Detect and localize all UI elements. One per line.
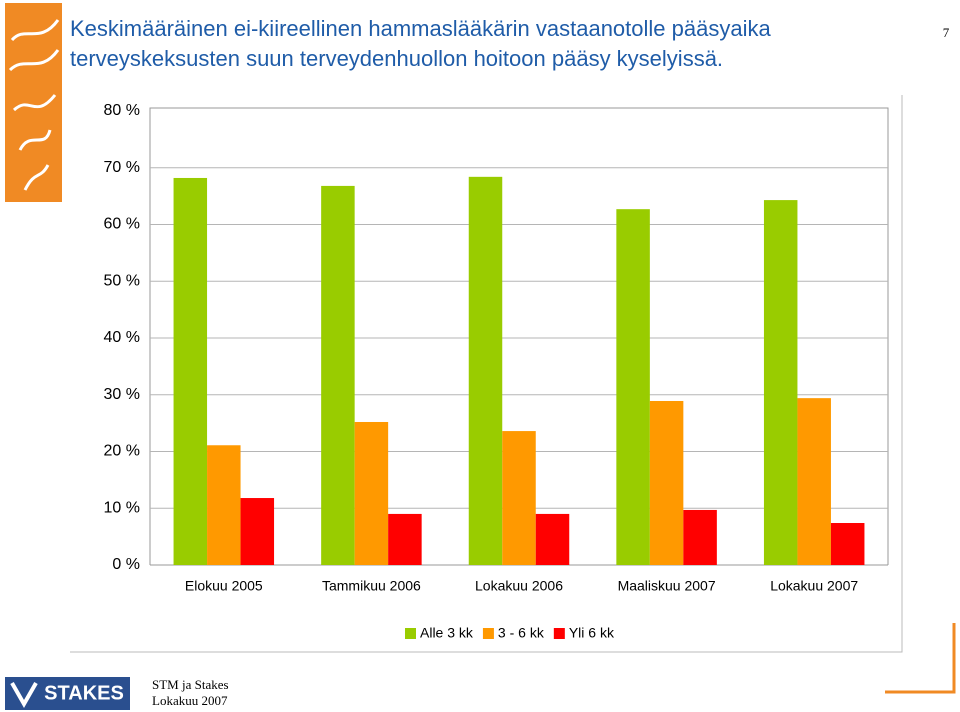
x-tick-label: Maaliskuu 2007 — [618, 578, 716, 594]
title-line: terveyskeksusten suun terveydenhuollon h… — [70, 46, 723, 71]
y-tick-label: 20 % — [104, 443, 140, 460]
chart-frame — [70, 95, 903, 653]
bar — [354, 421, 389, 565]
y-tick-label: 50 % — [104, 272, 140, 289]
bar — [502, 431, 536, 565]
corner-decoration — [885, 623, 956, 694]
bar — [173, 177, 208, 565]
bar — [468, 176, 503, 565]
bar — [616, 209, 650, 566]
y-tick-label: 60 % — [104, 216, 140, 233]
page-number: 7 — [943, 25, 950, 40]
x-tick-label: Tammikuu 2006 — [322, 578, 421, 594]
footer-line: Lokakuu 2007 — [152, 693, 228, 708]
y-tick-label: 40 % — [104, 329, 140, 346]
bar — [240, 498, 275, 565]
footer-line: STM ja Stakes — [152, 677, 229, 692]
y-tick-label: 80 % — [104, 102, 140, 119]
x-tick-label: Elokuu 2005 — [185, 578, 263, 594]
legend-swatch — [482, 628, 494, 639]
x-tick-label: Lokakuu 2006 — [475, 578, 563, 594]
bar — [207, 445, 241, 565]
corner-logo — [5, 3, 62, 202]
y-tick-label: 10 % — [104, 499, 140, 516]
x-tick-label: Lokakuu 2007 — [770, 578, 858, 594]
bar — [535, 513, 570, 565]
y-tick-label: 0 % — [112, 556, 140, 573]
footer-logo: STAKES — [5, 677, 130, 710]
legend-label: 3 - 6 kk — [498, 625, 545, 641]
legend-swatch — [405, 628, 416, 639]
bar — [649, 400, 684, 565]
bar — [830, 523, 865, 565]
plot-frame — [149, 107, 889, 565]
bar — [797, 398, 831, 565]
title-line: Keskimääräinen ei-kiireellinen hammaslää… — [70, 16, 771, 41]
legend-label: Alle 3 kk — [420, 625, 474, 641]
bar — [763, 200, 798, 565]
bar — [683, 509, 717, 565]
y-tick-label: 30 % — [104, 386, 140, 403]
legend-label: Yli 6 kk — [569, 625, 615, 641]
bar — [388, 513, 422, 565]
logo-text: STAKES — [44, 682, 124, 704]
y-tick-label: 70 % — [104, 159, 140, 176]
legend-swatch — [553, 628, 565, 639]
bar — [321, 185, 355, 565]
